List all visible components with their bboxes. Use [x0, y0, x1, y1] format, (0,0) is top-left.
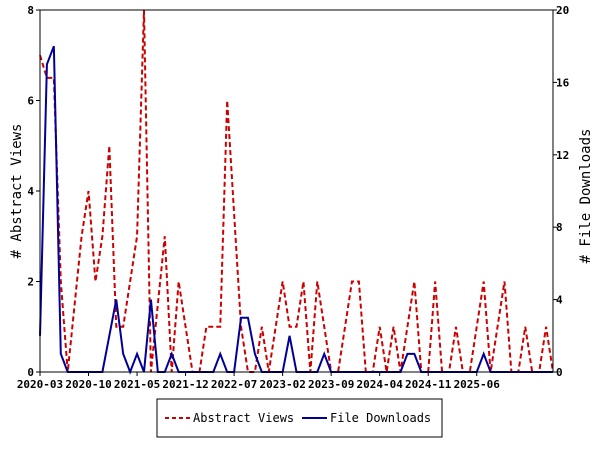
- right-y-tick-label: 0: [556, 366, 563, 379]
- x-tick-label: 2023-02: [259, 378, 305, 391]
- right-y-tick-label: 8: [556, 221, 563, 234]
- series-line-abstract-views: [39, 9, 554, 373]
- x-tick-label: 2020-10: [65, 378, 111, 391]
- x-tick-label: 2024-04: [357, 378, 404, 391]
- x-tick-label: 2023-09: [308, 378, 354, 391]
- left-axis-title: # Abstract Views: [9, 124, 25, 259]
- x-tick-label: 2024-11: [405, 378, 452, 391]
- right-axis-title: # File Downloads: [578, 129, 594, 264]
- right-axis-title-group: # File Downloads: [578, 129, 594, 264]
- right-y-tick-label: 16: [556, 76, 570, 89]
- legend-label-abstract-views: Abstract Views: [193, 411, 294, 425]
- x-tick-label: 2022-07: [211, 378, 257, 391]
- plot-frame: [39, 9, 554, 373]
- left-y-tick-label: 6: [27, 95, 34, 108]
- left-y-tick-label: 0: [27, 366, 34, 379]
- left-y-tick-label: 4: [27, 185, 34, 198]
- legend-label-file-downloads: File Downloads: [330, 411, 431, 425]
- right-y-tick-label: 4: [556, 294, 563, 307]
- right-y-tick-label: 12: [556, 149, 569, 162]
- x-tick-label: 2021-05: [114, 378, 160, 391]
- left-y-tick-label: 2: [27, 276, 34, 289]
- series-lines: [39, 9, 554, 375]
- legend-box: [156, 398, 443, 438]
- x-tick-label: 2021-12: [162, 378, 208, 391]
- axis-ticks: 0 2 4 6 8 0 4 8 12 16 20 2020-03 2020-10 2021-05 2021-…: [17, 4, 570, 391]
- x-tick-label: 2020-03: [17, 378, 63, 391]
- x-tick-label: 2025-06: [454, 378, 501, 391]
- right-y-tick-label: 20: [556, 4, 569, 17]
- left-axis-title-group: # Abstract Views: [9, 124, 25, 259]
- left-y-tick-label: 8: [27, 4, 34, 17]
- legend: Abstract Views File Downloads: [156, 398, 443, 438]
